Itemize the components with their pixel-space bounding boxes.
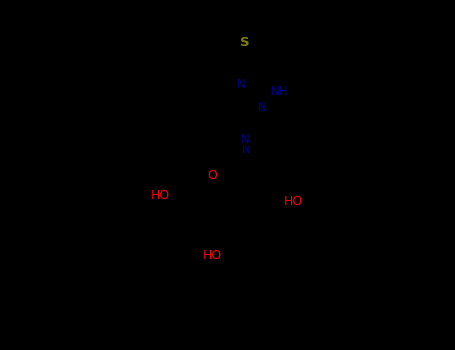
Polygon shape — [250, 201, 272, 209]
Text: N: N — [237, 78, 246, 91]
Text: N: N — [258, 101, 267, 114]
Text: N: N — [241, 133, 250, 146]
Text: O: O — [207, 169, 217, 182]
Text: HO: HO — [283, 195, 303, 208]
Text: NH: NH — [271, 85, 288, 98]
Text: HO: HO — [203, 249, 222, 262]
Text: HO: HO — [150, 189, 170, 202]
Text: S: S — [240, 36, 250, 49]
Text: N: N — [242, 143, 250, 156]
